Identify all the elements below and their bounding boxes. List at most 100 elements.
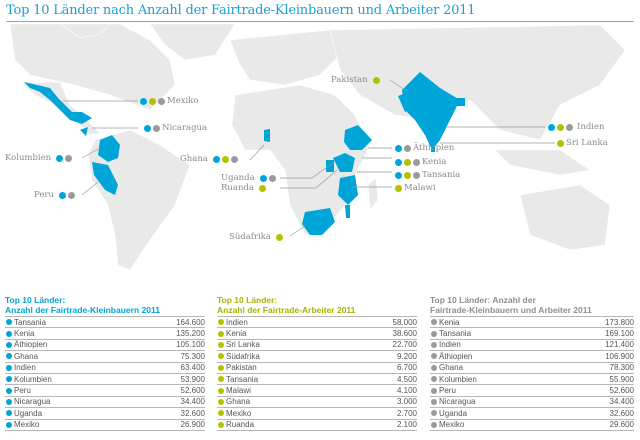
map-label-sri-lanka: Sri Lanka (557, 138, 608, 148)
gesamt-dot-icon (268, 174, 276, 182)
arbeiter-dot-icon (275, 233, 283, 241)
bullet-dot-icon (6, 421, 12, 428)
table-row: Indien 58.000 (217, 317, 417, 329)
country-name: Indien (439, 340, 461, 350)
bullet-dot-icon (218, 376, 224, 383)
table-row: Tansania 4.500 (217, 374, 417, 386)
country-name: Tansania (226, 374, 259, 384)
count-value: 55.900 (609, 374, 634, 384)
arbeiter-dot-icon (258, 184, 266, 192)
country-name: Ruanda (226, 420, 255, 430)
bullet-dot-icon (6, 330, 12, 337)
bullet-dot-icon (431, 398, 437, 405)
country-name: Kolumbien (14, 374, 52, 384)
count-value: 32.600 (180, 408, 205, 418)
count-value: 34.400 (180, 397, 205, 407)
bullet-dot-icon (218, 421, 224, 428)
count-value: 29.600 (609, 420, 634, 430)
table-kleinbauern: Top 10 Länder: Anzahl der Fairtrade-Klei… (5, 295, 205, 431)
map-label-ghana: Ghana (180, 154, 238, 164)
country-name: Peru (439, 386, 456, 396)
count-value: 34.400 (609, 397, 634, 407)
world-map (9, 23, 626, 271)
country-name: Uganda (221, 173, 255, 183)
country-name: Kolumbien (5, 153, 52, 163)
table-row: Kenia 38.600 (217, 328, 417, 340)
table-row: Kolumbien 55.900 (430, 374, 634, 386)
bullet-dot-icon (218, 398, 224, 405)
count-value: 121.400 (605, 340, 634, 350)
table-title-line1: Top 10 Länder: (217, 295, 278, 305)
table-row: Mexiko 2.700 (217, 408, 417, 420)
country-name: Ghana (14, 351, 39, 361)
table-title-line1: Top 10 Länder: (5, 295, 66, 305)
arbeiter-dot-icon (557, 123, 564, 131)
table-row: Peru 52.600 (430, 385, 634, 397)
country-name: Peru (34, 190, 54, 200)
count-value: 22.700 (392, 340, 417, 350)
country-name: Nicaragua (439, 397, 476, 407)
count-value: 4.500 (396, 374, 417, 384)
country-name: Nicaragua (14, 397, 51, 407)
table-row: Peru 52.600 (5, 385, 205, 397)
table-row: Südafrika 9.200 (217, 351, 417, 363)
arbeiter-dot-icon (557, 139, 564, 147)
header-divider (5, 315, 205, 317)
count-value: 75.300 (180, 351, 205, 361)
table-row: Ruanda 2.100 (217, 420, 417, 431)
bullet-dot-icon (218, 330, 224, 337)
kleinbauern-dot-icon (58, 191, 66, 199)
table-row: Uganda 32.600 (430, 408, 634, 420)
kleinbauern-dot-icon (56, 154, 64, 162)
map-label-tansania: Tansania (395, 170, 460, 180)
table-row: Malawi 4.100 (217, 385, 417, 397)
count-value: 78.300 (609, 363, 634, 373)
title-divider (6, 21, 634, 22)
kleinbauern-dot-icon (259, 174, 267, 182)
country-name: Äthiopien (439, 351, 473, 361)
country-name: Kenia (14, 329, 35, 339)
gesamt-dot-icon (404, 144, 411, 152)
table-row: Pakistan 6.700 (217, 363, 417, 374)
country-name: Nicaragua (162, 123, 208, 133)
count-value: 4.100 (396, 386, 417, 396)
country-name: Südafrika (229, 232, 271, 242)
bullet-dot-icon (6, 410, 12, 417)
bullet-dot-icon (218, 364, 224, 371)
gesamt-dot-icon (67, 191, 75, 199)
table-rows: Tansania 164.600 Kenia 135.200 Äthiopien 105.… (5, 317, 205, 431)
country-name: Äthiopien (14, 340, 48, 350)
kleinbauern-dot-icon (548, 123, 555, 131)
table-row: Kenia 173.800 (430, 317, 634, 329)
bullet-dot-icon (431, 376, 437, 383)
country-name: Indien (226, 317, 248, 327)
count-value: 106.900 (605, 351, 634, 361)
map-label-peru: Peru (34, 190, 75, 200)
country-name: Südafrika (226, 351, 260, 361)
kleinbauern-dot-icon (144, 124, 151, 132)
kleinbauern-dot-icon (395, 158, 402, 166)
table-row: Mexiko 29.600 (430, 420, 634, 431)
kleinbauern-dot-icon (212, 155, 220, 163)
bullet-dot-icon (6, 398, 12, 405)
map-label-malawi: Malawi (395, 183, 436, 193)
kleinbauern-dot-icon (395, 171, 402, 179)
bullet-dot-icon (218, 410, 224, 417)
map-label-pakistan: Pakistan (331, 75, 380, 85)
count-value: 32.600 (609, 408, 634, 418)
count-value: 52.600 (180, 386, 205, 396)
count-value: 38.600 (392, 329, 417, 339)
map-label-ruanda: Ruanda (221, 183, 266, 193)
map-label-kenia: Kenia (395, 157, 446, 167)
gesamt-dot-icon (153, 124, 160, 132)
country-name: Indien (14, 363, 36, 373)
country-name: Mexiko (14, 420, 40, 430)
count-value: 52.600 (609, 386, 634, 396)
bullet-dot-icon (6, 376, 12, 383)
gesamt-dot-icon (230, 155, 238, 163)
count-value: 53.900 (180, 374, 205, 384)
gesamt-dot-icon (65, 154, 73, 162)
country-name: Tansania (422, 170, 461, 180)
table-rows: Indien 58.000 Kenia 38.600 Sri Lanka 22.700 Sü… (217, 317, 417, 431)
country-name: Kolumbien (439, 374, 477, 384)
